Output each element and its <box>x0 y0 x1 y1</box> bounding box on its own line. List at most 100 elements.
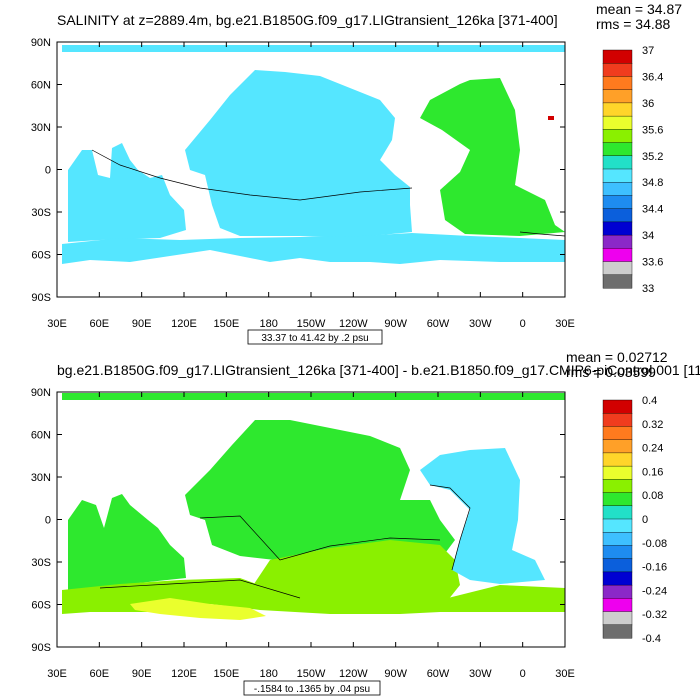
salinity-panel: SALINITY at z=2889.4m, bg.e21.B1850G.f09… <box>31 1 682 345</box>
colorbar-swatch <box>602 584 633 599</box>
x-tick-label: 60W <box>427 668 450 680</box>
south-pacific-field <box>250 540 460 612</box>
y-tick-label: 30S <box>31 557 51 569</box>
rms-stat: rms = 0.03599 <box>566 364 656 380</box>
y-tick-label: 60S <box>31 250 51 262</box>
colorbar-swatch <box>602 195 633 210</box>
colorbar-swatch <box>602 598 633 613</box>
colorbar-swatch <box>602 624 633 639</box>
panel-title: bg.e21.B1850G.f09_g17.LIGtransient_126ka… <box>57 362 700 378</box>
colorbar-swatch <box>602 274 633 289</box>
x-tick-label: 30W <box>469 668 492 680</box>
colorbar-swatch <box>602 155 633 170</box>
colorbar-swatch <box>602 452 633 467</box>
colorbar-swatch <box>602 63 633 77</box>
colorbar-label: 36 <box>642 98 654 110</box>
difference-contour <box>99 484 471 599</box>
colorbar-label: 0 <box>642 514 648 526</box>
shelf-field <box>130 598 266 620</box>
colorbar-swatch <box>602 221 633 236</box>
x-tick-label: 60E <box>90 318 110 330</box>
colorbar-label: -0.16 <box>642 562 667 574</box>
y-axis: 90N 60N 30N 0 30S 60S 90S <box>31 37 565 304</box>
y-tick-label: 90S <box>31 292 51 304</box>
mean-stat: mean = 34.87 <box>596 1 682 17</box>
panel-title: SALINITY at z=2889.4m, bg.e21.B1850G.f09… <box>57 12 558 28</box>
colorbar-swatch <box>602 545 633 560</box>
colorbar-swatch <box>602 115 633 130</box>
colorbar-label: 34.8 <box>642 177 663 189</box>
x-tick-label: 0 <box>520 318 526 330</box>
x-tick-label: 30E <box>555 668 575 680</box>
y-tick-label: 60N <box>31 80 51 92</box>
x-tick-label: 120W <box>339 318 368 330</box>
y-tick-label: 60S <box>31 600 51 612</box>
colorbar: 0.4 0.32 0.24 0.16 0.08 0 -0.08 -0.16 -0.24 -0.32… <box>602 395 667 645</box>
x-tick-label: 150W <box>297 318 326 330</box>
info-label: 33.37 to 41.42 by .2 psu <box>261 333 368 344</box>
colorbar-label: 35.2 <box>642 151 663 163</box>
colorbar-swatch <box>602 479 633 494</box>
info-label: -.1584 to .1365 by .04 psu <box>254 684 370 695</box>
colorbar-label: -0.4 <box>642 633 661 645</box>
y-tick-label: 30N <box>31 122 51 134</box>
y-tick-label: 90N <box>31 37 51 49</box>
colorbar-swatch <box>602 465 633 480</box>
colorbar-swatch <box>602 248 633 263</box>
colorbar-swatch <box>602 129 633 144</box>
x-tick-label: 120E <box>171 668 197 680</box>
x-tick-label: 150W <box>297 668 326 680</box>
colorbar-label: 0.32 <box>642 419 663 431</box>
x-tick-label: 30E <box>555 318 575 330</box>
colorbar: 37 36.4 36 35.6 35.2 34.8 34.4 34 33.6 33 <box>602 45 663 295</box>
colorbar-swatch <box>602 532 633 546</box>
colorbar-swatch <box>602 518 633 533</box>
colorbar-swatch <box>602 234 633 249</box>
x-axis: 30E 60E 90E 120E 150E 180 150W 120W 90W 60W 30W 0 30… <box>47 42 575 330</box>
southern-ocean-field <box>62 233 565 264</box>
y-tick-label: 30N <box>31 472 51 484</box>
colorbar-swatch <box>602 168 633 183</box>
colorbar-swatch <box>602 142 633 157</box>
colorbar-swatch <box>602 182 633 196</box>
colorbar-swatch <box>602 611 633 626</box>
colorbar-swatch <box>602 89 633 104</box>
arctic-field <box>62 393 565 400</box>
colorbar-swatch <box>602 558 633 573</box>
colorbar-swatch <box>602 399 633 414</box>
colorbar-swatch <box>602 492 633 507</box>
x-tick-label: 150E <box>213 318 239 330</box>
x-tick-label: 120W <box>339 668 368 680</box>
colorbar-label: 34.4 <box>642 204 663 216</box>
x-tick-label: 60W <box>427 318 450 330</box>
arctic-field <box>62 45 565 52</box>
atlantic-field <box>420 78 565 236</box>
x-tick-label: 120E <box>171 318 197 330</box>
mean-stat: mean = 0.02712 <box>566 349 668 365</box>
x-axis: 30E 60E 90E 120E 150E 180 150W 120W 90W 60W 30W 0 30… <box>47 392 575 680</box>
pacific-field <box>185 420 455 560</box>
colorbar-swatch <box>602 426 633 441</box>
x-tick-label: 30E <box>47 668 67 680</box>
map-plot <box>62 45 566 264</box>
colorbar-label: -0.08 <box>642 538 667 550</box>
x-tick-label: 90W <box>384 318 407 330</box>
colorbar-label: 0.16 <box>642 466 663 478</box>
colorbar-swatch <box>602 261 633 276</box>
colorbar-swatch <box>602 208 633 223</box>
x-tick-label: 30E <box>47 318 67 330</box>
indian-ocean-field <box>68 143 186 242</box>
colorbar-swatch <box>602 49 633 64</box>
colorbar-label: -0.24 <box>642 585 667 597</box>
colorbar-swatch <box>602 505 633 520</box>
y-tick-label: 0 <box>45 515 51 527</box>
colorbar-swatch <box>602 76 633 91</box>
x-tick-label: 90W <box>384 668 407 680</box>
x-tick-label: 60E <box>90 668 110 680</box>
colorbar-swatch <box>602 413 633 427</box>
rms-stat: rms = 34.88 <box>596 16 671 32</box>
colorbar-label: 0.4 <box>642 395 657 407</box>
pacific-field <box>185 70 412 238</box>
x-tick-label: 90E <box>132 318 152 330</box>
colorbar-label: 36.4 <box>642 71 663 83</box>
